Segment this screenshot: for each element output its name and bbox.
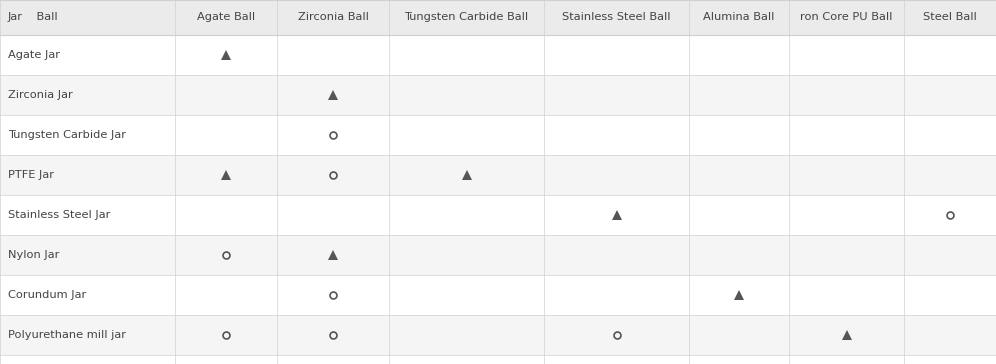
- Bar: [0, 315, 996, 355]
- Text: Tungsten Carbide Ball: Tungsten Carbide Ball: [404, 12, 529, 23]
- Text: Zirconia Jar: Zirconia Jar: [8, 90, 73, 100]
- Text: ron Core PU Ball: ron Core PU Ball: [801, 12, 892, 23]
- Text: Stainless Steel Ball: Stainless Steel Ball: [563, 12, 670, 23]
- Bar: [0, 155, 996, 195]
- Text: Jar    Ball: Jar Ball: [8, 12, 59, 23]
- Text: Tungsten Carbide Jar: Tungsten Carbide Jar: [8, 130, 126, 140]
- Bar: [0, 75, 996, 115]
- Text: Nylon Jar: Nylon Jar: [8, 250, 60, 260]
- Bar: [0, 195, 996, 235]
- Text: Corundum Jar: Corundum Jar: [8, 290, 87, 300]
- Bar: [0, 0, 996, 35]
- Text: Agate Ball: Agate Ball: [197, 12, 255, 23]
- Bar: [0, 275, 996, 315]
- Bar: [0, 235, 996, 275]
- Text: Stainless Steel Jar: Stainless Steel Jar: [8, 210, 111, 220]
- Text: Zirconia Ball: Zirconia Ball: [298, 12, 369, 23]
- Text: Polyurethane mill jar: Polyurethane mill jar: [8, 330, 126, 340]
- Bar: [0, 115, 996, 155]
- Bar: [0, 35, 996, 75]
- Text: Alumina Ball: Alumina Ball: [703, 12, 775, 23]
- Text: Agate Jar: Agate Jar: [8, 50, 60, 60]
- Text: Steel Ball: Steel Ball: [923, 12, 977, 23]
- Text: PTFE Jar: PTFE Jar: [8, 170, 54, 180]
